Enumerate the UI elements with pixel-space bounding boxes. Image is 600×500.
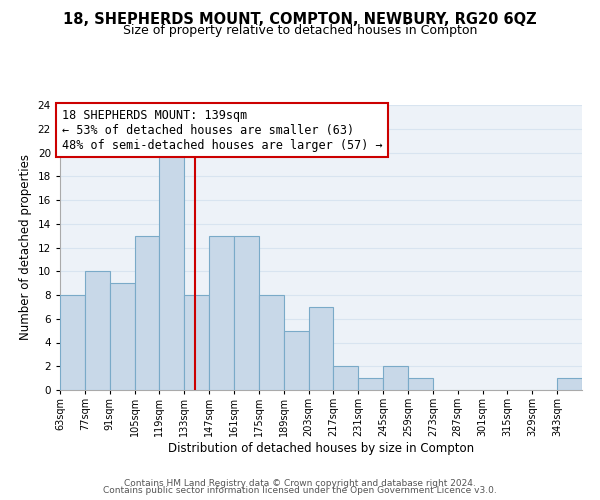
X-axis label: Distribution of detached houses by size in Compton: Distribution of detached houses by size … — [168, 442, 474, 455]
Text: 18, SHEPHERDS MOUNT, COMPTON, NEWBURY, RG20 6QZ: 18, SHEPHERDS MOUNT, COMPTON, NEWBURY, R… — [63, 12, 537, 28]
Bar — [184, 295, 209, 390]
Bar — [383, 366, 408, 390]
Bar — [557, 378, 582, 390]
Bar — [110, 283, 134, 390]
Text: Size of property relative to detached houses in Compton: Size of property relative to detached ho… — [123, 24, 477, 37]
Bar — [408, 378, 433, 390]
Bar — [358, 378, 383, 390]
Bar — [284, 330, 308, 390]
Bar — [234, 236, 259, 390]
Bar — [308, 307, 334, 390]
Text: 18 SHEPHERDS MOUNT: 139sqm
← 53% of detached houses are smaller (63)
48% of semi: 18 SHEPHERDS MOUNT: 139sqm ← 53% of deta… — [62, 108, 382, 152]
Text: Contains public sector information licensed under the Open Government Licence v3: Contains public sector information licen… — [103, 486, 497, 495]
Text: Contains HM Land Registry data © Crown copyright and database right 2024.: Contains HM Land Registry data © Crown c… — [124, 478, 476, 488]
Bar — [334, 366, 358, 390]
Bar — [134, 236, 160, 390]
Bar — [60, 295, 85, 390]
Bar — [85, 271, 110, 390]
Bar — [259, 295, 284, 390]
Bar — [160, 152, 184, 390]
Bar — [209, 236, 234, 390]
Y-axis label: Number of detached properties: Number of detached properties — [19, 154, 32, 340]
